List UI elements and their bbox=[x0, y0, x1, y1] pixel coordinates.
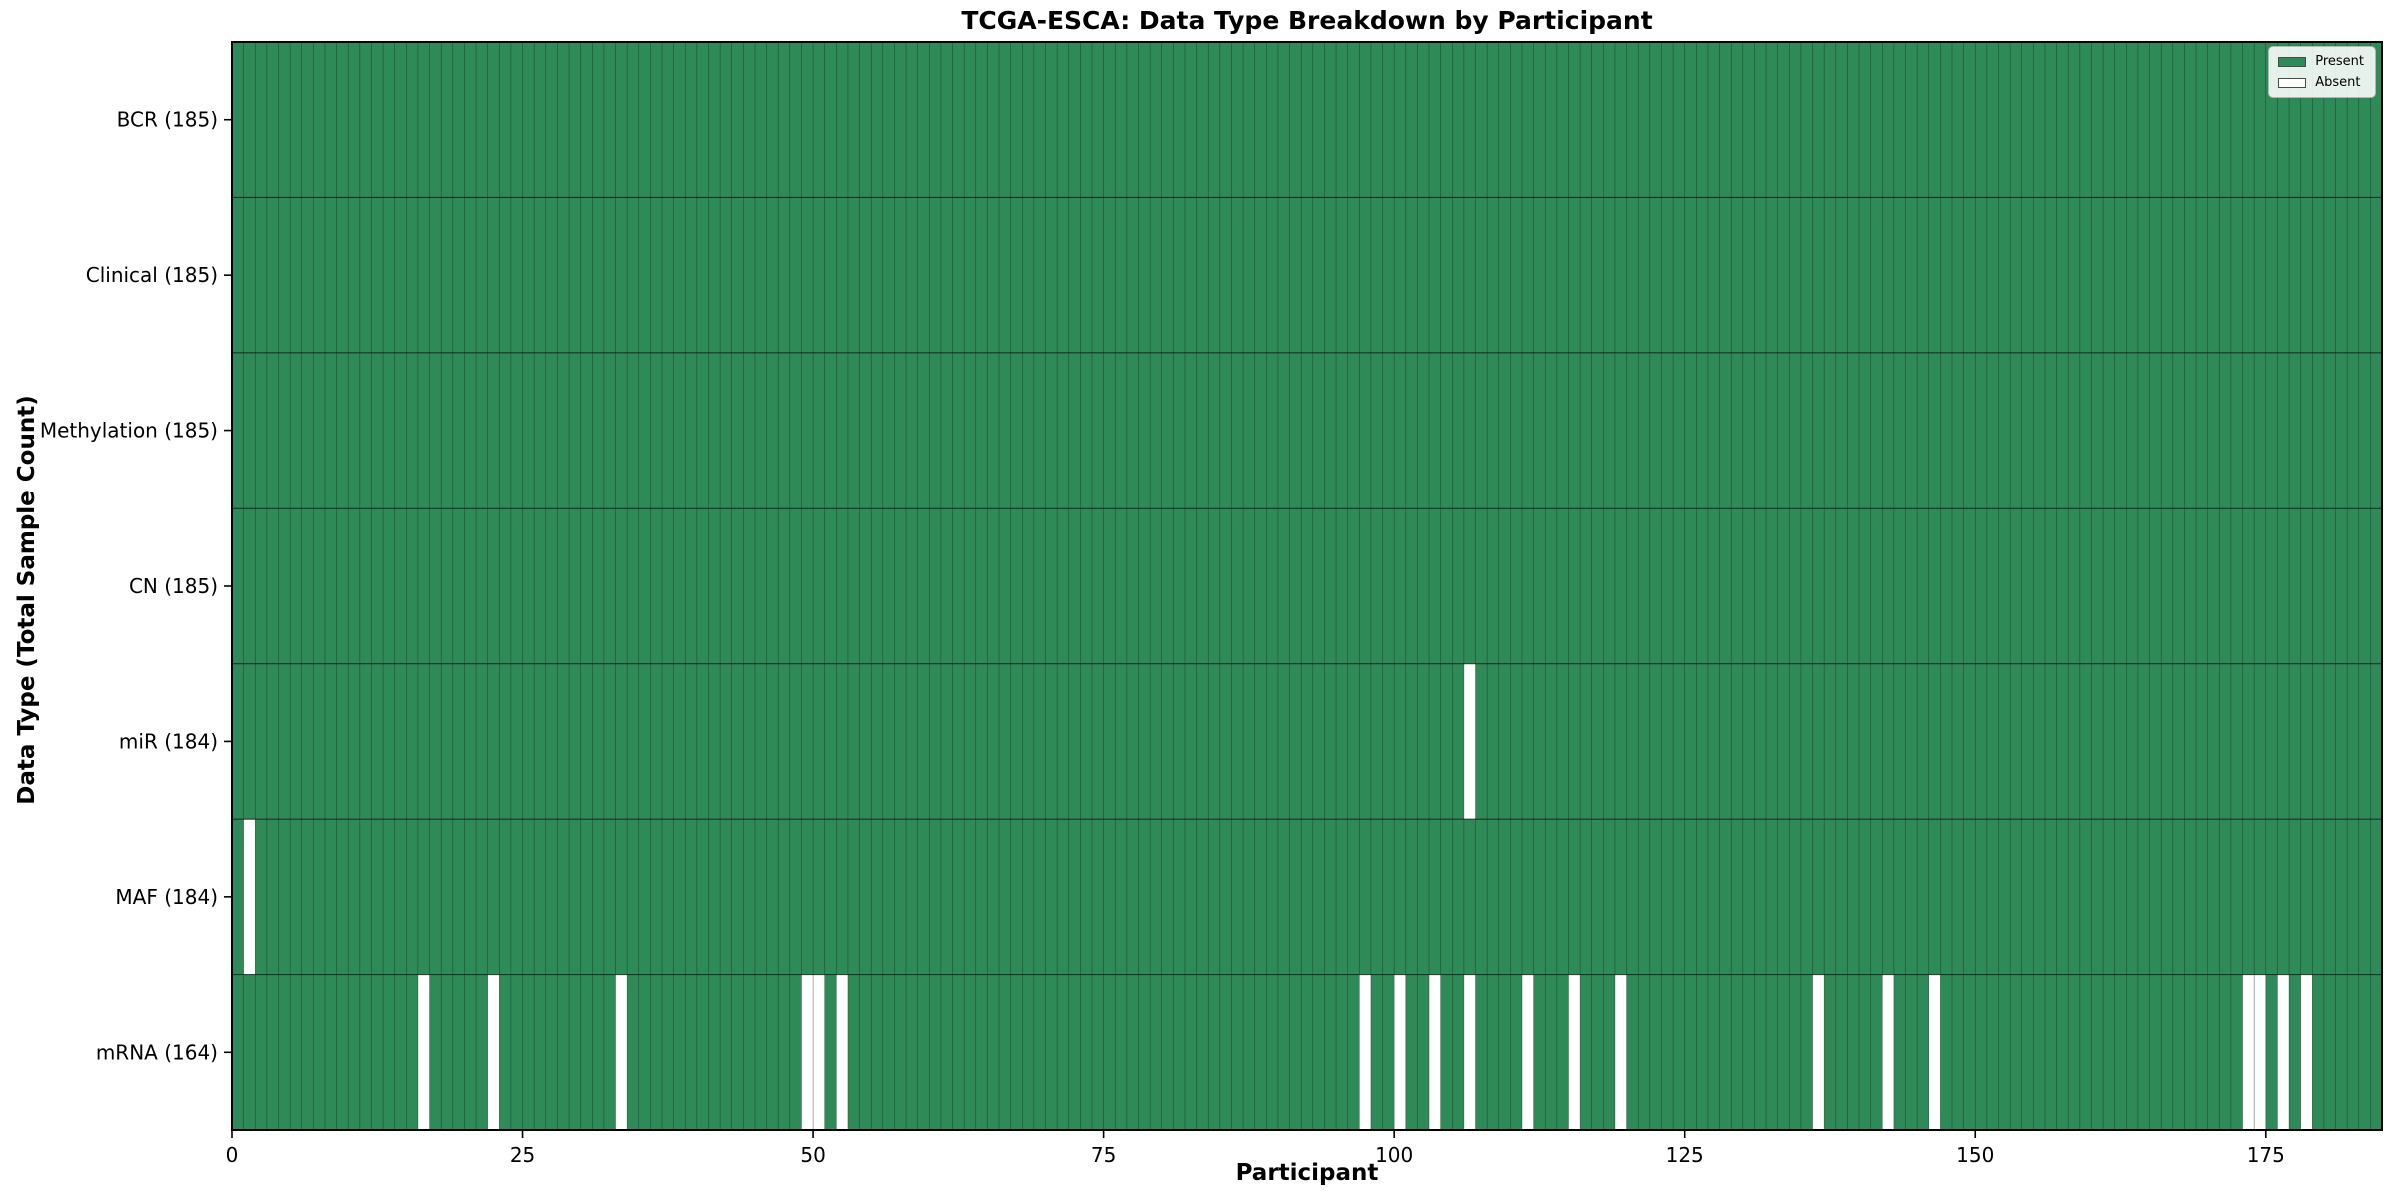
y-tick-label-BCR: BCR (185) bbox=[117, 108, 218, 132]
absent-color-swatch bbox=[2278, 77, 2307, 88]
absent-cell-mRNA-33 bbox=[615, 974, 628, 1130]
y-tick-label-miR: miR (184) bbox=[119, 729, 218, 753]
absent-cell-miR-106 bbox=[1463, 663, 1476, 820]
x-tick-label-50: 50 bbox=[800, 1143, 825, 1167]
absent-cell-mRNA-103 bbox=[1429, 974, 1441, 1130]
absent-cell-mRNA-100 bbox=[1394, 974, 1406, 1130]
x-tick-label-125: 125 bbox=[1666, 1143, 1704, 1167]
absent-cell-mRNA-50 bbox=[813, 974, 825, 1130]
x-tick-label-75: 75 bbox=[1091, 1143, 1116, 1167]
x-tick-label-0: 0 bbox=[226, 1143, 239, 1167]
y-tick-label-Clinical: Clinical (185) bbox=[86, 263, 218, 287]
legend-item-present: Present bbox=[2278, 54, 2364, 69]
absent-cell-mRNA-49 bbox=[801, 974, 814, 1130]
absent-cell-mRNA-173 bbox=[2242, 974, 2255, 1130]
absent-cell-mRNA-174 bbox=[2254, 974, 2266, 1130]
absent-cell-mRNA-16 bbox=[417, 974, 430, 1130]
y-tick-label-MAF: MAF (184) bbox=[115, 885, 218, 909]
y-tick-label-Methylation: Methylation (185) bbox=[40, 419, 218, 443]
legend-label-present: Present bbox=[2315, 54, 2364, 69]
absent-cell-mRNA-52 bbox=[836, 974, 848, 1130]
x-tick-label-100: 100 bbox=[1375, 1143, 1413, 1167]
absent-cell-mRNA-176 bbox=[2277, 974, 2290, 1130]
legend-item-absent: Absent bbox=[2278, 75, 2364, 90]
absent-cell-mRNA-142 bbox=[1882, 974, 1894, 1130]
absent-cell-mRNA-115 bbox=[1568, 974, 1581, 1130]
absent-cell-mRNA-111 bbox=[1522, 974, 1534, 1130]
legend-label-absent: Absent bbox=[2315, 75, 2361, 90]
absent-cell-mRNA-136 bbox=[1812, 974, 1825, 1130]
absent-cell-mRNA-106 bbox=[1463, 974, 1476, 1130]
absent-cell-MAF-1 bbox=[243, 819, 256, 975]
chart-title: TCGA-ESCA: Data Type Breakdown by Partic… bbox=[961, 6, 1653, 35]
y-tick-label-CN: CN (185) bbox=[129, 574, 218, 598]
present-color-swatch bbox=[2278, 56, 2307, 67]
x-tick-label-150: 150 bbox=[1956, 1143, 1994, 1167]
x-axis-title: Participant bbox=[1235, 1160, 1379, 1186]
absent-cell-mRNA-22 bbox=[487, 974, 500, 1130]
absent-cell-mRNA-97 bbox=[1359, 974, 1371, 1130]
absent-cell-mRNA-178 bbox=[2300, 974, 2313, 1130]
absent-cell-mRNA-119 bbox=[1614, 974, 1627, 1130]
legend: Present Absent bbox=[2268, 46, 2376, 98]
x-tick-label-25: 25 bbox=[510, 1143, 535, 1167]
plot-background bbox=[232, 42, 2382, 1130]
x-tick-label-175: 175 bbox=[2247, 1143, 2285, 1167]
absent-cell-mRNA-146 bbox=[1928, 974, 1941, 1130]
y-tick-label-mRNA: mRNA (164) bbox=[96, 1040, 218, 1064]
